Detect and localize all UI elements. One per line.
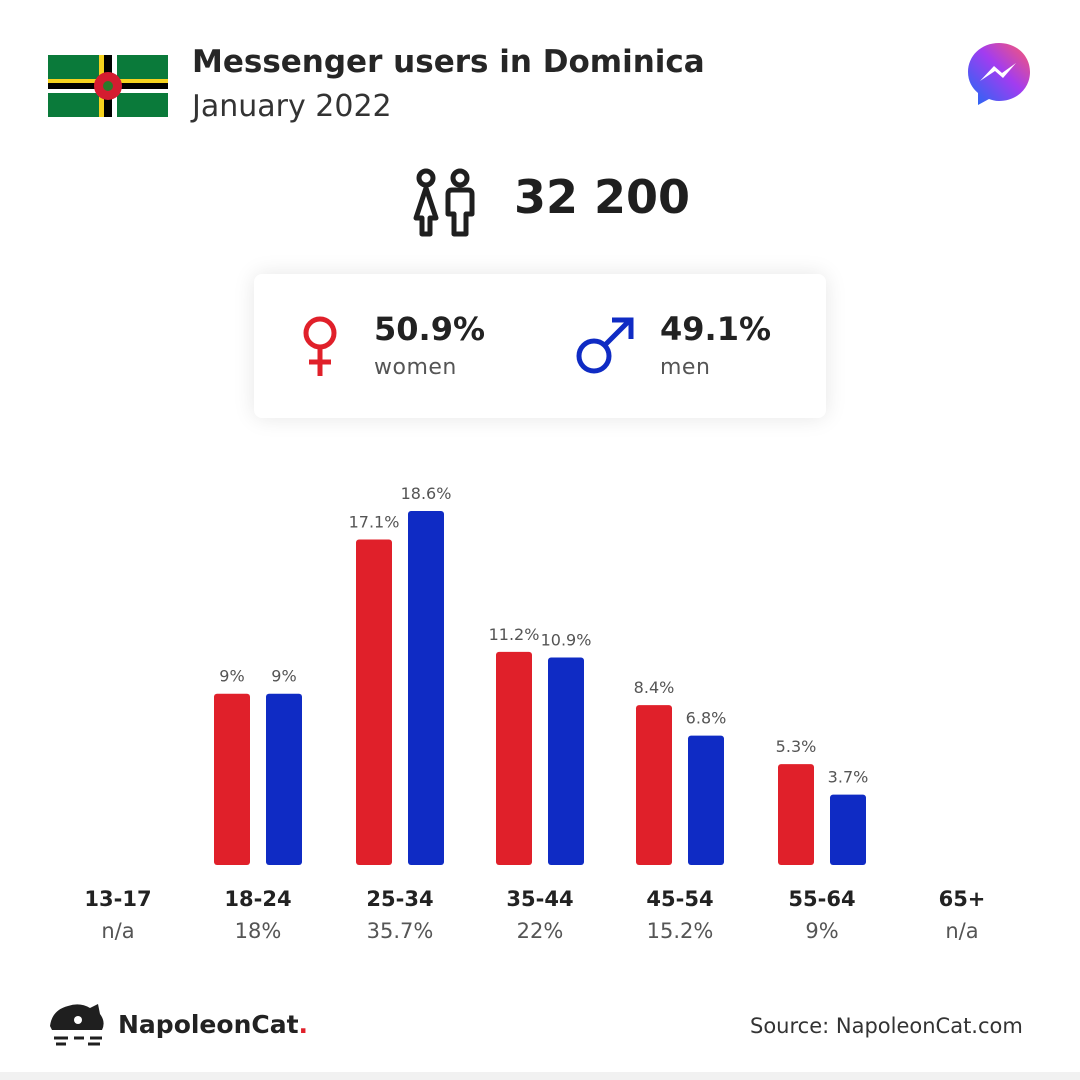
bar-women-45-54 — [636, 705, 672, 865]
bar-value-label: 9% — [271, 667, 296, 686]
age-category-label: 13-17 — [84, 887, 151, 911]
bar-women-55-64 — [778, 764, 814, 865]
age-gender-bar-chart: 13-17 n/a 9% 9% 18-24 18% 17.1%18.6% 25-34 35.7%… — [84, 484, 986, 943]
age-category-label: 55-64 — [788, 887, 855, 911]
gender-card — [254, 274, 826, 418]
age-category-label: 65+ — [939, 887, 986, 911]
age-category-total: 22% — [517, 919, 564, 943]
age-category-total: n/a — [101, 919, 134, 943]
bar-women-18-24 — [214, 693, 250, 865]
age-category-label: 35-44 — [506, 887, 573, 911]
source-credit: Source: NapoleonCat.com — [750, 1014, 1023, 1038]
bar-men-55-64 — [830, 794, 866, 865]
female-symbol-icon — [303, 316, 337, 376]
age-category-label: 45-54 — [646, 887, 713, 911]
bar-women-35-44 — [496, 651, 532, 865]
total-users-value: 32 200 — [514, 170, 691, 224]
bar-women-25-34 — [356, 539, 392, 865]
bar-value-label: 6.8% — [686, 709, 727, 728]
bar-value-label: 18.6% — [401, 484, 452, 503]
bar-value-label: 10.9% — [541, 631, 592, 650]
bar-value-label: 3.7% — [828, 768, 869, 787]
bar-value-label: 9% — [219, 667, 244, 686]
age-category-total: 15.2% — [647, 919, 714, 943]
dominica-flag-icon — [48, 55, 168, 117]
bar-value-label: 17.1% — [349, 513, 400, 532]
napoleoncat-logo-icon — [50, 1004, 104, 1046]
page-title: Messenger users in Dominica — [192, 44, 705, 80]
page-subtitle: January 2022 — [192, 89, 392, 124]
people-icon — [413, 168, 475, 237]
age-category-total: 35.7% — [367, 919, 434, 943]
women-percentage: 50.9% — [374, 310, 486, 348]
age-category-total: n/a — [945, 919, 978, 943]
men-label: men — [660, 355, 711, 380]
age-category-total: 18% — [235, 919, 282, 943]
bar-men-35-44 — [548, 657, 584, 865]
bar-men-18-24 — [266, 693, 302, 865]
brand-name: NapoleonCat — [118, 1010, 299, 1039]
bar-men-45-54 — [688, 735, 724, 865]
bar-men-25-34 — [408, 511, 444, 865]
messenger-logo-icon — [968, 43, 1030, 105]
brand-dot: . — [298, 1010, 309, 1039]
women-label: women — [374, 355, 457, 380]
age-category-label: 25-34 — [366, 887, 433, 911]
bar-value-label: 8.4% — [634, 678, 675, 697]
men-percentage: 49.1% — [660, 310, 772, 348]
bar-value-label: 5.3% — [776, 737, 817, 756]
male-symbol-icon — [576, 317, 634, 374]
bottom-strip — [0, 1072, 1080, 1080]
bar-value-label: 11.2% — [489, 625, 540, 644]
age-category-total: 9% — [805, 919, 838, 943]
age-category-label: 18-24 — [224, 887, 291, 911]
